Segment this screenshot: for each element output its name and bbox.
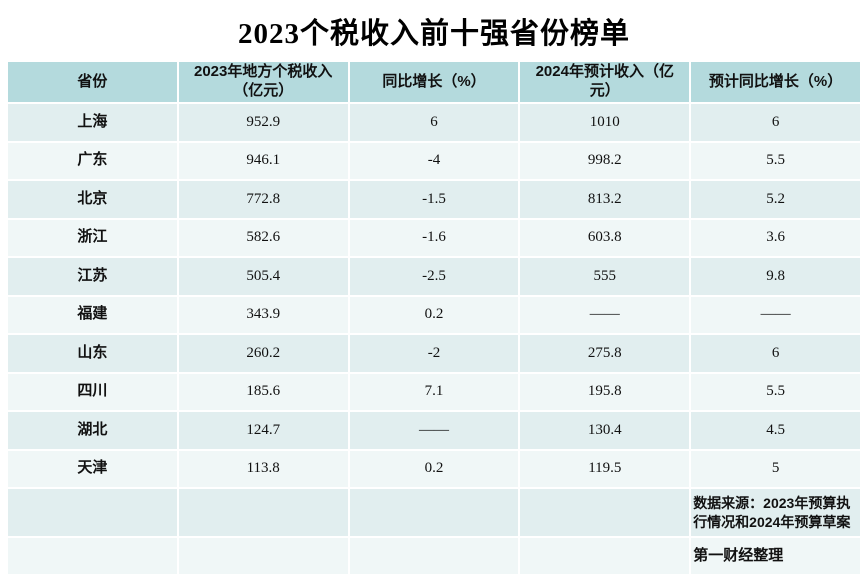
forecast-growth-cell: 6: [691, 104, 860, 141]
forecast-growth-cell: 3.6: [691, 219, 860, 256]
header-cell-2023-income: 2023年地方个税收入（亿元）: [178, 62, 348, 102]
forecast-2024-cell: 119.5: [520, 450, 690, 487]
forecast-growth-cell: 5: [691, 450, 860, 487]
income-2023-cell: 185.6: [178, 373, 348, 410]
title-bar: 2023个税收入前十强省份榜单: [0, 0, 868, 62]
header-cell-yoy-growth: 同比增长（%）: [349, 62, 519, 102]
yoy-growth-cell: -2.5: [349, 258, 519, 295]
empty-cell: [178, 538, 348, 574]
province-cell: 北京: [8, 181, 177, 218]
province-cell: 广东: [8, 142, 177, 179]
income-2023-cell: 582.6: [178, 219, 348, 256]
province-cell: 浙江: [8, 219, 177, 256]
data-source-note: 数据来源：2023年预算执行情况和2024年预算草案: [691, 489, 860, 536]
yoy-growth-cell: 0.2: [349, 450, 519, 487]
income-2023-cell: 113.8: [178, 450, 348, 487]
province-cell: 天津: [8, 450, 177, 487]
empty-cell: [349, 489, 519, 536]
yoy-growth-cell: 0.2: [349, 296, 519, 333]
empty-cell: [8, 489, 177, 536]
province-cell: 四川: [8, 373, 177, 410]
forecast-2024-cell: 813.2: [520, 181, 690, 218]
yoy-growth-cell: -2: [349, 335, 519, 372]
header-cell-province: 省份: [8, 62, 177, 102]
income-2023-cell: 505.4: [178, 258, 348, 295]
page-title: 2023个税收入前十强省份榜单: [237, 18, 630, 50]
province-cell: 江苏: [8, 258, 177, 295]
yoy-growth-cell: -1.5: [349, 181, 519, 218]
yoy-growth-cell: -1.6: [349, 219, 519, 256]
yoy-growth-cell: -4: [349, 142, 519, 179]
empty-cell: [520, 538, 690, 574]
header-cell-2024-forecast: 2024年预计收入（亿元）: [520, 62, 690, 102]
forecast-2024-cell: 195.8: [520, 373, 690, 410]
forecast-2024-cell: 1010: [520, 104, 690, 141]
empty-cell: [8, 538, 177, 574]
yoy-growth-cell: ——: [349, 412, 519, 449]
forecast-2024-cell: ——: [520, 296, 690, 333]
income-2023-cell: 772.8: [178, 181, 348, 218]
yoy-growth-cell: 6: [349, 104, 519, 141]
province-cell: 上海: [8, 104, 177, 141]
forecast-2024-cell: 998.2: [520, 142, 690, 179]
income-2023-cell: 952.9: [178, 104, 348, 141]
empty-cell: [520, 489, 690, 536]
empty-cell: [178, 489, 348, 536]
empty-cell: [349, 538, 519, 574]
income-2023-cell: 124.7: [178, 412, 348, 449]
forecast-2024-cell: 130.4: [520, 412, 690, 449]
province-cell: 湖北: [8, 412, 177, 449]
forecast-growth-cell: 5.5: [691, 142, 860, 179]
forecast-growth-cell: ——: [691, 296, 860, 333]
forecast-growth-cell: 5.2: [691, 181, 860, 218]
header-cell-forecast-growth: 预计同比增长（%）: [691, 62, 860, 102]
forecast-growth-cell: 9.8: [691, 258, 860, 295]
income-2023-cell: 260.2: [178, 335, 348, 372]
ranking-table: 省份 2023年地方个税收入（亿元） 同比增长（%） 2024年预计收入（亿元）…: [8, 62, 860, 574]
forecast-growth-cell: 6: [691, 335, 860, 372]
province-cell: 福建: [8, 296, 177, 333]
forecast-growth-cell: 4.5: [691, 412, 860, 449]
province-cell: 山东: [8, 335, 177, 372]
yoy-growth-cell: 7.1: [349, 373, 519, 410]
forecast-2024-cell: 275.8: [520, 335, 690, 372]
credit-note: 第一财经整理: [691, 538, 860, 574]
income-2023-cell: 343.9: [178, 296, 348, 333]
forecast-2024-cell: 603.8: [520, 219, 690, 256]
forecast-growth-cell: 5.5: [691, 373, 860, 410]
forecast-2024-cell: 555: [520, 258, 690, 295]
income-2023-cell: 946.1: [178, 142, 348, 179]
